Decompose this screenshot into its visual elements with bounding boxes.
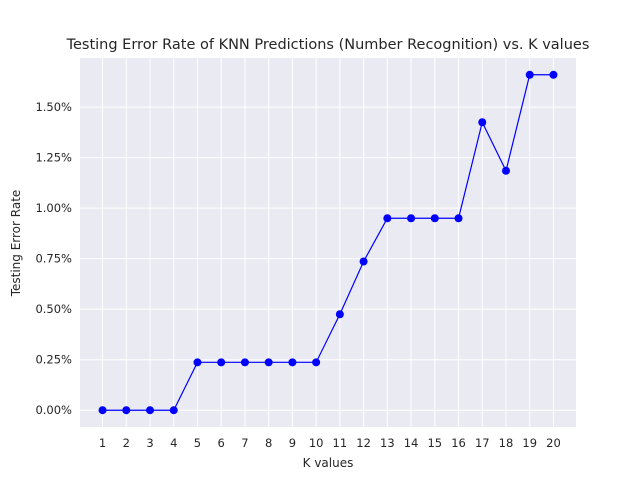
data-point <box>217 358 226 367</box>
x-tick-label: 16 <box>451 436 466 450</box>
y-axis-label: Testing Error Rate <box>9 190 23 298</box>
data-point <box>193 358 202 367</box>
x-tick-label: 1 <box>99 436 106 450</box>
data-point <box>383 214 392 223</box>
x-tick-label: 20 <box>546 436 561 450</box>
x-tick-label: 13 <box>380 436 395 450</box>
x-tick-label: 14 <box>404 436 419 450</box>
data-point <box>288 358 297 367</box>
x-tick-label: 18 <box>499 436 514 450</box>
data-point <box>454 214 463 223</box>
x-tick-label: 12 <box>356 436 371 450</box>
x-tick-label: 19 <box>522 436 537 450</box>
data-point <box>478 118 487 127</box>
data-point <box>169 406 178 415</box>
series-line <box>102 74 554 411</box>
data-point <box>430 214 439 223</box>
x-tick-label: 3 <box>146 436 153 450</box>
y-tick-label: 0.75% <box>35 252 72 266</box>
data-point <box>549 70 558 79</box>
data-point <box>146 406 155 415</box>
y-axis-ticks: 0.00% 0.25% 0.50% 0.75% 1.00% 1.25% 1.50% <box>35 100 72 417</box>
data-point <box>359 257 368 266</box>
x-tick-label: 2 <box>123 436 130 450</box>
x-tick-label: 15 <box>427 436 442 450</box>
data-point <box>525 70 534 79</box>
y-tick-label: 0.50% <box>35 302 72 316</box>
y-tick-label: 1.50% <box>35 100 72 114</box>
data-point <box>335 310 344 319</box>
data-point <box>407 214 416 223</box>
y-tick-label: 0.00% <box>35 403 72 417</box>
y-tick-label: 1.00% <box>35 201 72 215</box>
y-tick-label: 1.25% <box>35 151 72 165</box>
data-series <box>98 70 558 415</box>
data-point <box>98 406 107 415</box>
data-point <box>501 166 510 175</box>
x-tick-label: 8 <box>265 436 272 450</box>
x-axis-label: K values <box>303 456 354 470</box>
x-tick-label: 4 <box>170 436 177 450</box>
y-tick-label: 0.25% <box>35 353 72 367</box>
x-tick-label: 10 <box>309 436 324 450</box>
data-point <box>264 358 273 367</box>
chart-title: Testing Error Rate of KNN Predictions (N… <box>66 37 590 53</box>
x-tick-label: 17 <box>475 436 490 450</box>
data-point <box>240 358 249 367</box>
x-tick-label: 7 <box>241 436 248 450</box>
data-point <box>122 406 131 415</box>
x-tick-label: 11 <box>333 436 348 450</box>
x-tick-label: 5 <box>194 436 201 450</box>
plot-area <box>80 58 576 427</box>
x-axis-ticks: 1 2 3 4 5 6 7 8 9 10 11 12 13 14 15 16 17 18 19 20 <box>99 436 561 450</box>
x-tick-label: 9 <box>289 436 296 450</box>
data-point <box>312 358 321 367</box>
x-tick-label: 6 <box>218 436 225 450</box>
